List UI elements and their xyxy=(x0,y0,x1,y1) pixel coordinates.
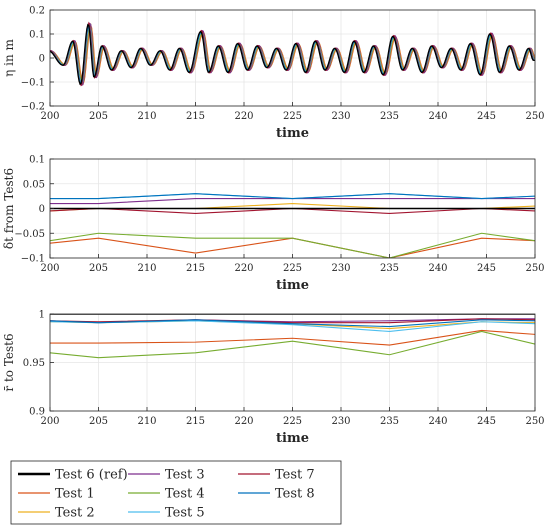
bottom-x-tick-label: 235 xyxy=(380,416,399,427)
chart-panel-bottom: 200 205 210 215 220 225 230 235 240 245 250 0.9 0.95… xyxy=(2,310,545,447)
middle-x-tick-label: 200 xyxy=(40,263,59,274)
middle-x-tick-label: 235 xyxy=(380,263,399,274)
bottom-x-tick-label: 220 xyxy=(234,416,253,427)
bottom-x-axis-label: time xyxy=(276,431,309,446)
bottom-x-tick-label: 250 xyxy=(525,416,544,427)
bottom-series-test-8 xyxy=(50,319,535,328)
middle-x-tick-label: 250 xyxy=(525,263,544,274)
bottom-x-tick-label: 240 xyxy=(428,416,447,427)
bottom-x-tick-label: 230 xyxy=(331,416,350,427)
bottom-y-tick-label: 0.95 xyxy=(23,358,45,369)
middle-x-tick-label: 245 xyxy=(477,263,496,274)
legend-label: Test 7 xyxy=(275,468,315,483)
legend-label: Test 2 xyxy=(55,506,95,521)
middle-y-tick-label: 0 xyxy=(39,204,45,215)
top-y-tick-label: −0.1 xyxy=(21,78,45,89)
legend-label: Test 6 (ref) xyxy=(55,468,128,483)
middle-x-tick-label: 210 xyxy=(137,263,156,274)
bottom-series-group xyxy=(50,314,535,359)
legend-label: Test 1 xyxy=(55,487,95,502)
top-x-tick-label: 225 xyxy=(283,111,302,122)
top-x-tick-label: 205 xyxy=(89,111,108,122)
bottom-x-tick-label: 205 xyxy=(89,416,108,427)
middle-series-group xyxy=(50,193,535,258)
top-y-tick-label: 0.1 xyxy=(29,30,45,41)
top-x-tick-label: 250 xyxy=(525,111,544,122)
top-x-axis-label: time xyxy=(276,126,309,141)
legend-label: Test 4 xyxy=(165,487,205,502)
bottom-x-tick-label: 225 xyxy=(283,416,302,427)
legend-box xyxy=(10,460,342,525)
bottom-series-test-1 xyxy=(50,329,535,346)
bottom-y-tick-label: 0.9 xyxy=(29,407,45,418)
top-x-tick-label: 220 xyxy=(234,111,253,122)
top-x-tick-label: 210 xyxy=(137,111,156,122)
legend-label: Test 3 xyxy=(165,468,205,483)
top-y-tick-label: 0 xyxy=(39,54,45,65)
middle-x-tick-label: 240 xyxy=(428,263,447,274)
legend-label: Test 8 xyxy=(275,487,315,502)
bottom-x-tick-label: 200 xyxy=(40,416,59,427)
middle-series-test-8 xyxy=(50,193,535,200)
middle-y-tick-label: 0.1 xyxy=(29,155,45,166)
bottom-x-tick-label: 215 xyxy=(186,416,205,427)
bottom-y-tick-label: 1 xyxy=(39,310,45,321)
middle-y-axis-label: δt from Test6 xyxy=(2,168,16,249)
bottom-x-tick-label: 245 xyxy=(477,416,496,427)
top-y-tick-label: 0.2 xyxy=(29,6,45,17)
top-x-tick-label: 235 xyxy=(380,111,399,122)
top-series-test-6-ref xyxy=(50,23,535,86)
middle-x-tick-label: 230 xyxy=(331,263,350,274)
legend-entry-test-2: Test 2 xyxy=(18,506,95,521)
legend-entry-test-7: Test 7 xyxy=(238,468,315,483)
legend-entry-test-3: Test 3 xyxy=(128,468,205,483)
middle-x-tick-label: 215 xyxy=(186,263,205,274)
legend-entry-test-4: Test 4 xyxy=(128,487,205,502)
bottom-series-test-7 xyxy=(50,318,535,324)
chart-panel-middle: 200 205 210 215 220 225 230 235 240 245 250 −0.1 −0.… xyxy=(2,155,545,294)
middle-series-test-4 xyxy=(50,232,535,258)
top-y-tick-label: −0.2 xyxy=(21,102,45,113)
middle-y-tick-label: −0.1 xyxy=(21,254,45,265)
bottom-y-axis-label: r̄ to Test6 xyxy=(2,333,16,391)
legend-entry-test-6-ref: Test 6 (ref) xyxy=(18,468,128,483)
top-x-tick-label: 240 xyxy=(428,111,447,122)
top-series-group xyxy=(50,21,535,87)
top-x-tick-label: 200 xyxy=(40,111,59,122)
top-x-tick-label: 230 xyxy=(331,111,350,122)
legend: Test 6 (ref) Test 1 Test 2 Test 3 Test 4 Test… xyxy=(10,460,342,525)
legend-entry-test-1: Test 1 xyxy=(18,487,95,502)
top-x-tick-label: 215 xyxy=(186,111,205,122)
bottom-x-tick-label: 210 xyxy=(137,416,156,427)
legend-label: Test 5 xyxy=(165,506,205,521)
middle-x-tick-label: 205 xyxy=(89,263,108,274)
top-x-tick-label: 245 xyxy=(477,111,496,122)
middle-x-tick-label: 220 xyxy=(234,263,253,274)
chart-panel-top: 200 205 210 215 220 225 230 235 240 245 250 −0.2 −0.… xyxy=(2,6,545,142)
middle-x-tick-label: 225 xyxy=(283,263,302,274)
middle-x-axis-label: time xyxy=(276,278,309,293)
middle-y-tick-label: 0.05 xyxy=(23,179,45,190)
middle-y-tick-label: −0.05 xyxy=(14,229,45,240)
bottom-series-test-4 xyxy=(50,330,535,359)
legend-entry-test-8: Test 8 xyxy=(238,487,315,502)
legend-entry-test-5: Test 5 xyxy=(128,506,205,521)
top-y-axis-label: η in m xyxy=(2,38,16,76)
